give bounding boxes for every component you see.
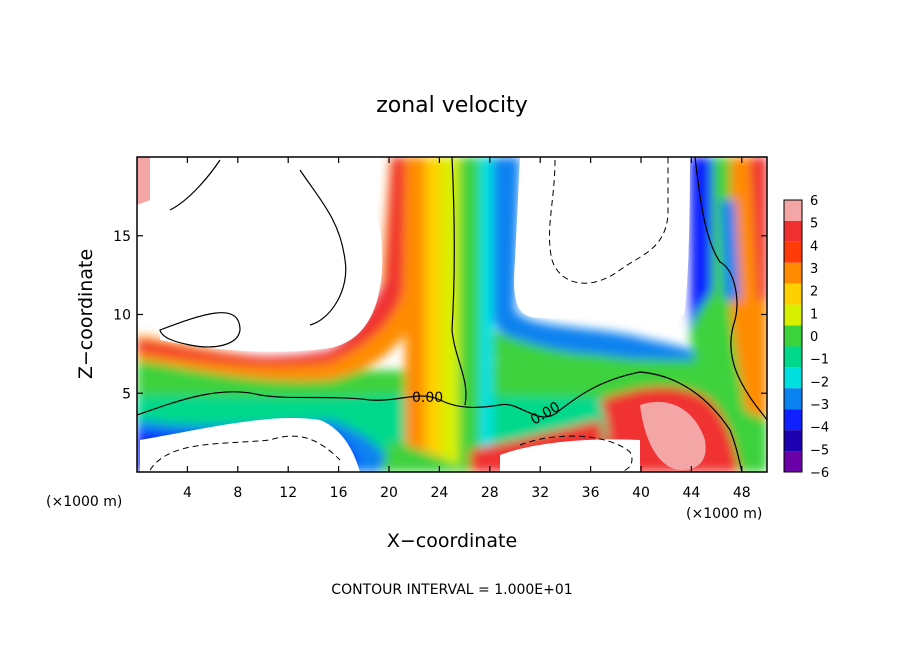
- x-tick-label: 40: [632, 485, 650, 501]
- y-axis-ticks: 5 10 15: [113, 229, 767, 402]
- colorbar-swatch: [784, 283, 802, 305]
- colorbar-tick-label: 3: [810, 262, 818, 277]
- x-tick-label: 20: [380, 485, 398, 501]
- x-tick-label: 4: [183, 485, 192, 501]
- colorbar-tick-label: 4: [810, 239, 818, 254]
- colorbar-frame: [783, 199, 803, 473]
- chart-title: zonal velocity: [376, 93, 528, 118]
- x-unit-label-left: (×1000 m): [46, 494, 122, 510]
- x-axis-label: X−coordinate: [387, 530, 517, 552]
- colorbar-tick-label: −1: [810, 353, 829, 368]
- y-axis-label: Z−coordinate: [75, 249, 97, 379]
- colorbar-swatch: [784, 388, 802, 410]
- x-tick-label: 12: [279, 485, 297, 501]
- colorbar-swatch: [784, 304, 802, 326]
- colorbar-swatch: [784, 346, 802, 368]
- x-unit-label-right: (×1000 m): [686, 506, 762, 522]
- colorbar-swatch: [784, 325, 802, 347]
- x-tick-label: 32: [531, 485, 549, 501]
- colorbar-tick-label: 0: [810, 330, 818, 345]
- colorbar-swatch: [784, 430, 802, 452]
- colorbar-tick-label: −3: [810, 398, 829, 413]
- y-tick-label: 15: [113, 229, 131, 245]
- colorbar-tick-label: 2: [810, 285, 818, 300]
- x-axis-ticks: 4 8 12 16 20 24 28 32 36 40 44 48: [183, 157, 751, 501]
- colorbar-tick-label: 6: [810, 194, 818, 209]
- contour-interval-note: CONTOUR INTERVAL = 1.000E+01: [331, 582, 572, 598]
- colorbar-swatch: [784, 262, 802, 284]
- colorbar-tick-label: 1: [810, 307, 818, 322]
- x-tick-label: 36: [582, 485, 600, 501]
- x-tick-label: 8: [233, 485, 242, 501]
- y-tick-label: 10: [113, 308, 131, 324]
- contour-label: 0.00: [412, 390, 443, 406]
- x-tick-label: 28: [481, 485, 499, 501]
- colorbar-tick-label: −6: [810, 466, 829, 481]
- colorbar: 6 5 4 3 2 1 0 −1 −2 −3 −4 −5 −6: [783, 194, 829, 481]
- colorbar-swatch: [784, 220, 802, 242]
- colorbar-tick-label: −5: [810, 443, 829, 458]
- x-tick-label: 44: [682, 485, 700, 501]
- colorbar-swatch: [784, 367, 802, 389]
- colorbar-swatch: [784, 241, 802, 263]
- colorbar-swatch: [784, 451, 802, 472]
- colorbar-tick-label: −4: [810, 421, 829, 436]
- x-tick-label: 48: [733, 485, 751, 501]
- x-tick-label: 16: [330, 485, 348, 501]
- velocity-field: [137, 157, 767, 472]
- colorbar-swatch: [784, 200, 802, 221]
- y-tick-label: 5: [122, 386, 131, 402]
- colorbar-swatch: [784, 409, 802, 431]
- colorbar-tick-label: 5: [810, 217, 818, 232]
- x-tick-label: 24: [430, 485, 448, 501]
- colorbar-tick-label: −2: [810, 375, 829, 390]
